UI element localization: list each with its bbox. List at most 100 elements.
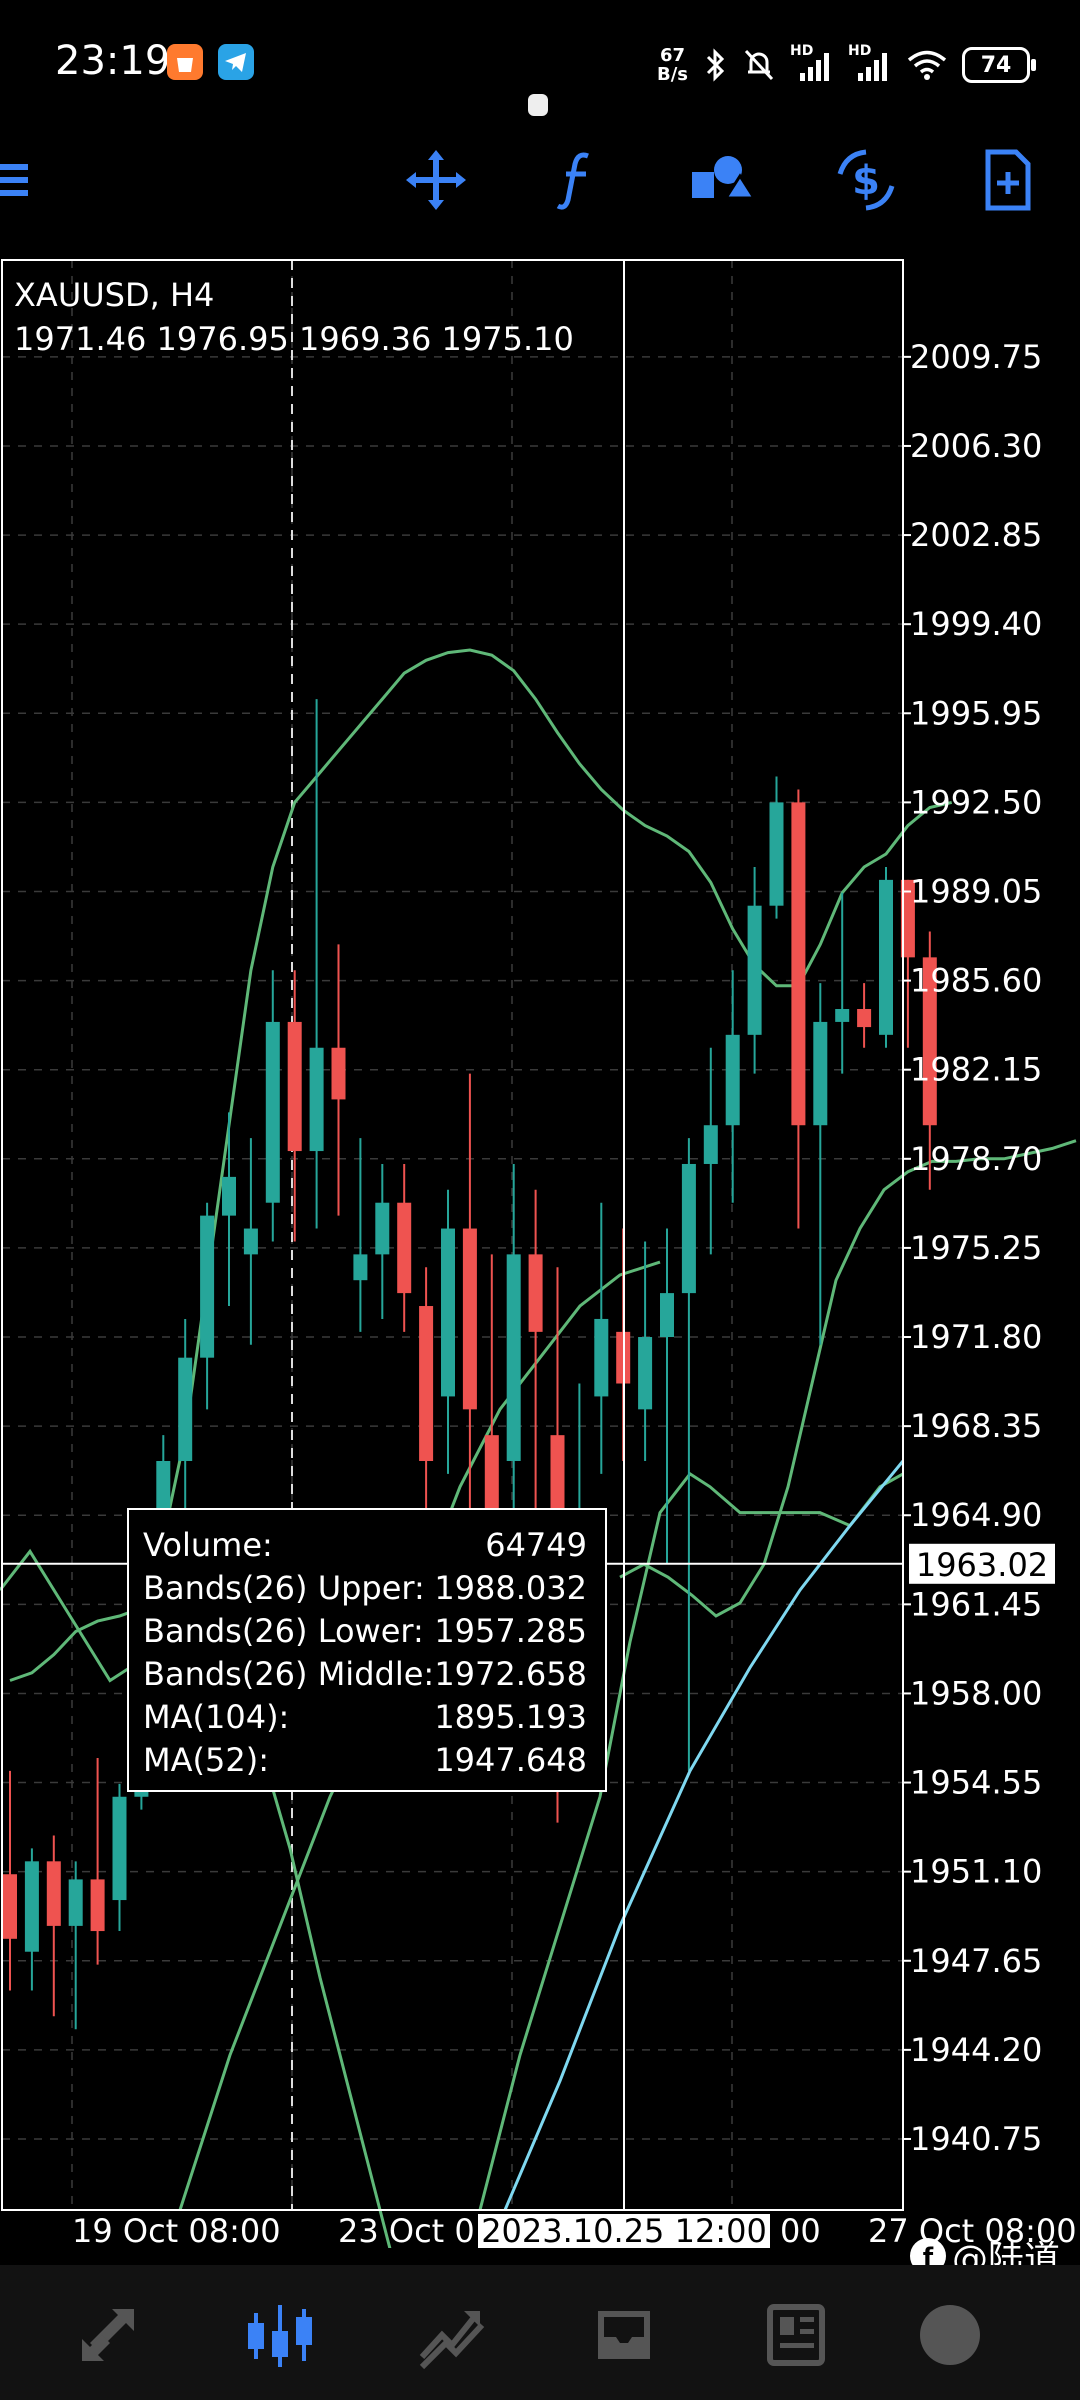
candle-body [222, 1176, 236, 1216]
price-tick-label: 1944.20 [910, 2031, 1042, 2069]
price-tick-label: 1961.45 [910, 1585, 1042, 1623]
candle-body [725, 1034, 740, 1126]
price-tick-label: 1971.80 [910, 1318, 1042, 1356]
status-bar: 23:19 67 B/s HD HD 74 [0, 0, 1080, 130]
nav-messages[interactable] [910, 2295, 990, 2375]
candle-body [900, 879, 915, 958]
signal-1: HD [790, 43, 834, 83]
tooltip-row-bands-upper: Bands(26) Upper: 1988.032 [143, 1569, 587, 1607]
price-tick-label: 1975.25 [910, 1229, 1042, 1267]
price-tick-label: 1982.15 [910, 1051, 1042, 1089]
candle-body [462, 1228, 477, 1410]
bollinger-lower-line [619, 1139, 1077, 1618]
mute-bell-icon [744, 49, 774, 81]
bollinger-middle-right [478, 1471, 904, 2211]
candle-body [857, 1009, 872, 1028]
menu-icon [0, 164, 28, 196]
svg-text:$: $ [852, 158, 880, 204]
price-chart[interactable]: 2009.75 2006.30 2002.85 1999.40 1995.95 1992.… [0, 258, 1080, 2248]
chart-canvas[interactable]: 2009.75 2006.30 2002.85 1999.40 1995.95 1992.… [0, 258, 1080, 2248]
candle-body [484, 1435, 499, 1513]
price-tick-label: 2006.30 [910, 427, 1042, 465]
symbol-button[interactable]: $ [826, 140, 906, 220]
quotes-arrows-icon [82, 2309, 134, 2361]
crosshair-price-box [909, 1543, 1055, 1584]
new-order-button[interactable] [968, 140, 1048, 220]
price-tick-label: 1989.05 [910, 872, 1042, 910]
messages-icon [920, 2305, 980, 2365]
crosshair-price-label: 1963.02 [916, 1546, 1048, 1584]
net-speed-value: 67 [659, 45, 686, 66]
candle-body [835, 1009, 850, 1022]
news-icon [767, 2304, 825, 2366]
time-tick-label: 23 Oct 0 [338, 2212, 475, 2248]
candle-body [747, 905, 762, 1035]
candle-body [506, 1254, 521, 1461]
indicators-button[interactable] [538, 140, 618, 220]
signal-2: HD [848, 43, 892, 83]
candle-body [397, 1202, 412, 1294]
candle-body [200, 1215, 215, 1358]
chart-frame [1, 259, 904, 2211]
price-tick-label: 1985.60 [910, 962, 1042, 1000]
nav-chart[interactable] [240, 2295, 320, 2375]
telegram-icon [218, 44, 254, 80]
history-inbox-icon [598, 2311, 650, 2359]
chart-toolbar: $ [0, 140, 1080, 240]
price-tick-label: 1964.90 [910, 1496, 1042, 1534]
candle-body [243, 1228, 258, 1255]
crosshair-button[interactable] [396, 140, 476, 220]
indicator-f-icon [556, 152, 589, 210]
battery-icon: 74 [962, 47, 1036, 83]
price-tick-label: 2002.85 [910, 516, 1042, 554]
price-tick-label: 1951.10 [910, 1853, 1042, 1891]
tooltip-row-bands-lower: Bands(26) Lower: 1957.285 [143, 1612, 587, 1650]
menu-button[interactable] [0, 140, 80, 220]
svg-text:f: f [923, 2243, 934, 2271]
chart-candles-icon [248, 2305, 312, 2367]
candle-body [594, 1318, 609, 1397]
nav-trade[interactable] [412, 2295, 492, 2375]
objects-button[interactable] [680, 140, 760, 220]
status-icons: 67 B/s HD HD 74 [657, 40, 1036, 90]
candle-body [3, 1874, 17, 1939]
candle-body [46, 1861, 61, 1926]
net-speed: 67 B/s [657, 46, 688, 84]
chart-symbol: XAUUSD, H4 [14, 276, 215, 314]
candle-body [528, 1254, 543, 1332]
candle-body [769, 802, 784, 906]
new-order-icon [985, 149, 1031, 211]
candle-body [441, 1228, 455, 1397]
tooltip-row-ma104: MA(104): 1895.193 [143, 1698, 587, 1736]
candle-body [24, 1861, 39, 1952]
candle-body [68, 1879, 83, 1926]
bluetooth-icon [706, 48, 725, 82]
signal-icon [800, 53, 829, 81]
tooltip-row-bands-middle: Bands(26) Middle: 1972.658 [143, 1655, 587, 1693]
candle-body [638, 1337, 653, 1410]
crosshair-time-box [478, 2214, 770, 2248]
price-tick-label: 1992.50 [910, 783, 1042, 821]
nav-news[interactable] [756, 2295, 836, 2375]
price-tick-label: 1995.95 [910, 694, 1042, 732]
candle-body [112, 1796, 127, 1901]
price-tick-label: 1954.55 [910, 1764, 1042, 1802]
candle-body [791, 802, 806, 1126]
candle-body [419, 1306, 434, 1461]
nav-quotes[interactable] [68, 2295, 148, 2375]
wifi-icon [907, 50, 947, 80]
candle-body [703, 1125, 718, 1164]
nav-history[interactable] [584, 2295, 664, 2375]
candle-body [353, 1254, 368, 1281]
price-tick-label: 1978.70 [910, 1140, 1042, 1178]
net-speed-unit: B/s [656, 64, 688, 85]
signal-icon [858, 53, 887, 81]
objects-shapes-icon [692, 156, 757, 200]
price-tick-label: 1999.40 [910, 605, 1042, 643]
crosshair-time-label: 2023.10.25 12:00 [481, 2212, 767, 2248]
notch-icon [528, 94, 548, 116]
price-tick-label: 1958.00 [910, 1674, 1042, 1712]
candle-body [309, 1047, 324, 1152]
ma-line [503, 1460, 905, 2211]
trade-icon [419, 2311, 485, 2370]
